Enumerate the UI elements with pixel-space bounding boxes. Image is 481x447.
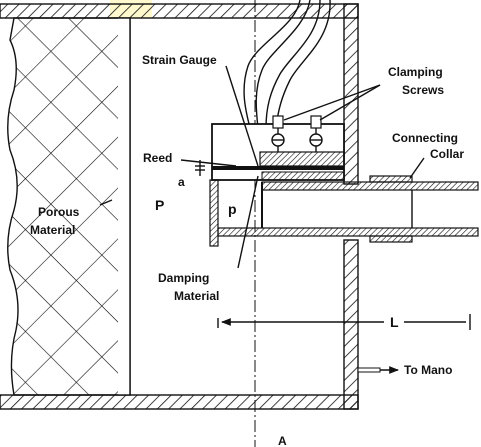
label-P: P <box>155 197 164 213</box>
label-clamping-2: Screws <box>402 83 444 97</box>
collar-top <box>369 175 413 183</box>
leader-strain-gauge <box>225 65 259 167</box>
collar-bottom <box>369 235 413 243</box>
bottom-wall <box>0 394 359 410</box>
label-connecting-1: Connecting <box>392 131 458 145</box>
leader-damping <box>237 175 259 269</box>
label-reed: Reed <box>143 151 172 165</box>
mano-tube <box>357 367 381 373</box>
reed-base <box>261 171 345 181</box>
porous-material-block <box>7 17 131 396</box>
tube-bottom-wall <box>217 227 479 237</box>
label-connecting-2: Collar <box>430 147 464 161</box>
label-p: p <box>228 201 237 217</box>
leader-reed <box>180 159 237 167</box>
wire-1 <box>275 0 331 129</box>
label-damping-1: Damping <box>158 271 209 285</box>
clamp-bar <box>259 151 345 167</box>
clamping-screw-1 <box>271 115 285 152</box>
tube-top-wall <box>261 181 479 191</box>
label-damping-2: Material <box>174 289 219 303</box>
label-L: L <box>390 314 399 330</box>
wire-4 <box>243 0 301 129</box>
wire-2 <box>265 0 321 129</box>
label-section-A: A <box>278 434 287 447</box>
label-clamping-1: Clamping <box>388 65 443 79</box>
label-a: a <box>178 175 185 189</box>
clamping-screw-2 <box>309 115 323 152</box>
leader-clamping-2 <box>319 84 381 121</box>
porous-block-white-strip <box>118 18 130 395</box>
label-strain-gauge: Strain Gauge <box>142 53 217 67</box>
right-wall-lower <box>343 239 359 410</box>
left-plate <box>209 179 219 247</box>
leader-clamping-1 <box>283 84 381 121</box>
leader-porous <box>99 199 113 206</box>
label-porous-2: Material <box>30 223 75 237</box>
label-porous-1: Porous <box>38 205 80 219</box>
label-to-mano: To Mano <box>404 363 452 377</box>
reed <box>212 166 344 170</box>
leader-collar <box>409 157 425 179</box>
wire-3 <box>255 0 311 129</box>
